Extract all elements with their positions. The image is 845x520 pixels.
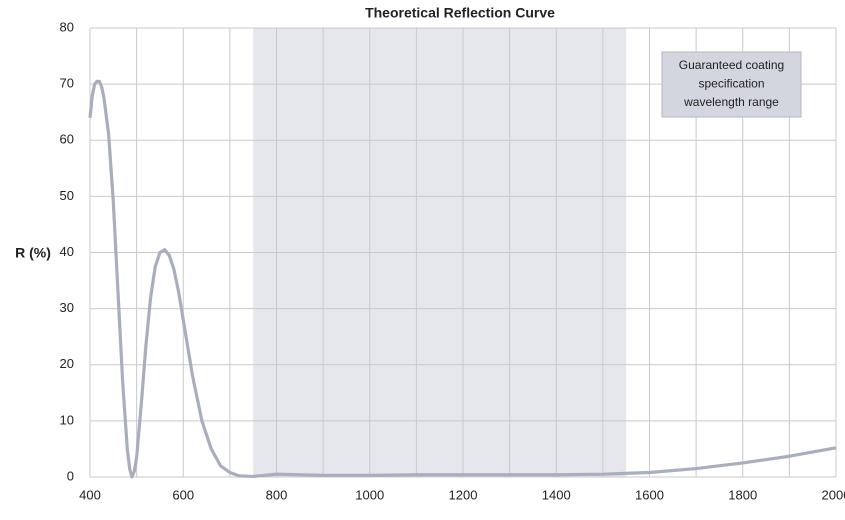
y-axis-label: R (%) [15,245,51,261]
y-tick-label: 20 [60,356,74,371]
y-tick-label: 50 [60,188,74,203]
x-tick-label: 1800 [728,487,757,502]
x-tick-label: 1400 [542,487,571,502]
y-tick-label: 60 [60,132,74,147]
x-tick-label: 2000 [822,487,845,502]
band-legend-text: Guaranteed coating [679,58,784,72]
y-tick-label: 80 [60,19,74,34]
reflection-curve [88,79,837,479]
x-tick-label: 800 [266,487,288,502]
x-tick-label: 1600 [635,487,664,502]
y-tick-label: 0 [67,468,74,483]
chart-title: Theoretical Reflection Curve [365,5,555,21]
x-tick-label: 1000 [355,487,384,502]
y-tick-label: 10 [60,412,74,427]
x-tick-label: 400 [79,487,101,502]
y-tick-label: 40 [60,244,74,259]
band-legend-box [661,51,802,118]
y-tick-label: 30 [60,300,74,315]
y-tick-label: 70 [60,76,74,91]
band-legend-text: wavelength range [683,95,779,109]
band-legend-text: specification [698,77,764,91]
x-tick-label: 1200 [449,487,478,502]
x-tick-label: 600 [172,487,194,502]
